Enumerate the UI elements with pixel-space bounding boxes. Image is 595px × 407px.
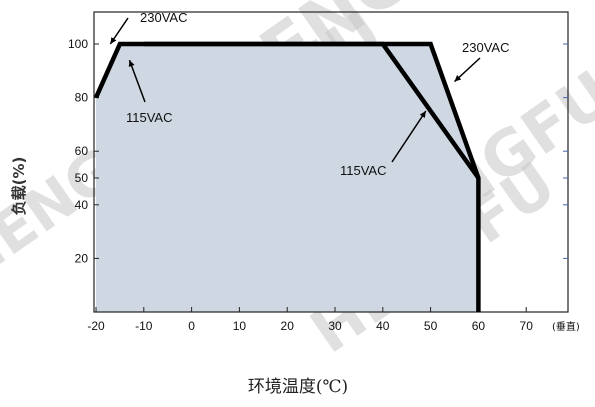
annotation-arrowhead (110, 37, 117, 44)
y-tick-label: 60 (75, 144, 89, 158)
series-annotation-label: 230VAC (462, 40, 509, 55)
series-line-115vac (93, 41, 481, 180)
series-annotation-label: 115VAC (126, 110, 173, 125)
y-tick-label: 50 (75, 171, 89, 185)
series-layer (93, 17, 481, 312)
plot-frame (93, 11, 569, 313)
x-tick-label: 60 (472, 319, 486, 333)
x-tick-label: -10 (135, 319, 153, 333)
x-tick-label: 0 (188, 319, 195, 333)
y-tick-label: 80 (75, 91, 89, 105)
x-axis-label: 环境温度(℃) (248, 377, 348, 397)
x-tick-label: 30 (328, 319, 342, 333)
x-tick-label: 50 (424, 319, 438, 333)
series-annotation-label: 230VAC (140, 10, 187, 25)
x-tick-label: 40 (376, 319, 390, 333)
y-axis-label: 负载(%) (10, 157, 28, 216)
y-tick-label: 40 (75, 198, 89, 212)
annotation-arrowhead (419, 111, 426, 118)
annotation-leader (128, 59, 146, 103)
x-tick-label: -20 (87, 319, 105, 333)
y-tick-label: 100 (68, 37, 88, 51)
operating-area (96, 44, 479, 312)
x-tick-label: 10 (233, 319, 247, 333)
fill-layer (96, 44, 479, 312)
y-tick-label: 20 (75, 251, 89, 265)
label-layer: 20 40 50 60 80 100 -20 -10 0 10 20 30 40 50 60 70 230VAC… (10, 10, 580, 397)
series-annotation-label: 115VAC (340, 163, 387, 178)
axes-layer (93, 11, 569, 313)
annotation-arrowhead (454, 75, 462, 82)
annotation-arrowhead (128, 60, 135, 68)
annotation-leader (391, 110, 427, 163)
x-tick-label: 70 (520, 319, 534, 333)
x-axis-unit-note: (垂直) (552, 320, 580, 333)
x-tick-label: 20 (281, 319, 295, 333)
